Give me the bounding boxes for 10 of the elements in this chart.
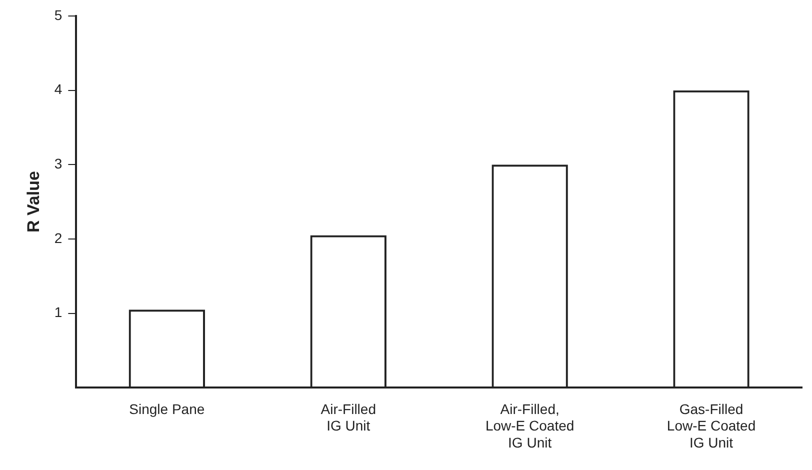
x-tick-label: Gas-Filled Low-E Coated IG Unit: [666, 400, 756, 450]
y-tick-label: 5: [54, 6, 62, 23]
y-tick-label: 1: [54, 304, 62, 320]
y-tick-label: 4: [54, 81, 62, 98]
y-axis-title: R Value: [24, 171, 43, 233]
x-tick-label: Single Pane: [129, 400, 205, 417]
x-tick-label: Air-Filled, Low-E Coated IG Unit: [485, 400, 574, 450]
y-tick-label: 3: [54, 156, 62, 172]
y-tick-label: 2: [54, 230, 62, 246]
x-tick-label: Air-Filled IG Unit: [320, 400, 376, 434]
